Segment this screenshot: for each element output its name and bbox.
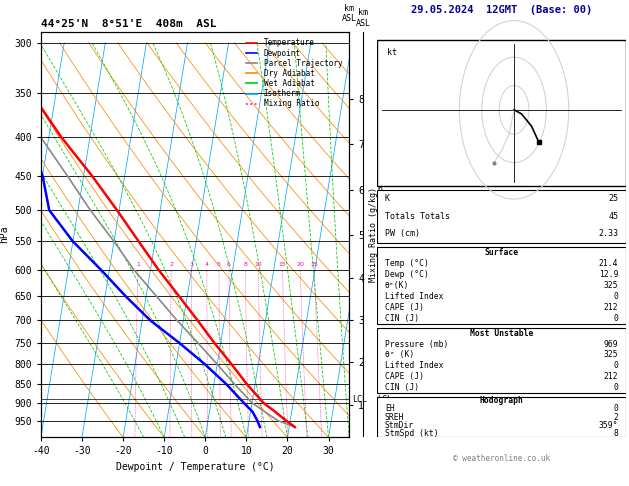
Text: 5: 5	[377, 231, 382, 240]
Bar	[377, 190, 626, 243]
Text: 325: 325	[604, 281, 618, 290]
Text: 2: 2	[613, 413, 618, 422]
Text: 15: 15	[279, 261, 286, 267]
Text: EH: EH	[385, 404, 394, 414]
Text: SREH: SREH	[385, 413, 404, 422]
Text: 359°: 359°	[599, 421, 618, 430]
Text: 21.4: 21.4	[599, 259, 618, 268]
Text: 0: 0	[613, 361, 618, 370]
Text: 212: 212	[604, 372, 618, 381]
Text: © weatheronline.co.uk: © weatheronline.co.uk	[453, 453, 550, 463]
Text: 1: 1	[377, 400, 382, 409]
Text: 8: 8	[613, 429, 618, 438]
Text: LCL: LCL	[352, 395, 367, 404]
Text: StmDir: StmDir	[385, 421, 414, 430]
Text: PW (cm): PW (cm)	[385, 229, 420, 238]
Text: 8: 8	[243, 261, 247, 267]
Text: km
ASL: km ASL	[356, 8, 370, 28]
Text: StmSpd (kt): StmSpd (kt)	[385, 429, 438, 438]
Text: CIN (J): CIN (J)	[385, 314, 419, 323]
Text: 0: 0	[613, 314, 618, 323]
Text: 45: 45	[608, 212, 618, 221]
Text: Lifted Index: Lifted Index	[385, 292, 443, 301]
Legend: Temperature, Dewpoint, Parcel Trajectory, Dry Adiabat, Wet Adiabat, Isotherm, Mi: Temperature, Dewpoint, Parcel Trajectory…	[243, 35, 345, 111]
Bar	[377, 247, 626, 324]
Text: Surface: Surface	[484, 248, 519, 257]
Text: 6: 6	[377, 185, 382, 194]
Text: 5: 5	[217, 261, 221, 267]
Text: 325: 325	[604, 350, 618, 359]
Text: CAPE (J): CAPE (J)	[385, 303, 424, 312]
Text: CIN (J): CIN (J)	[385, 383, 419, 392]
Text: 212: 212	[604, 303, 618, 312]
Text: 3: 3	[190, 261, 194, 267]
Text: kt: kt	[387, 48, 398, 57]
Text: 2: 2	[377, 358, 382, 367]
Text: CAPE (J): CAPE (J)	[385, 372, 424, 381]
Text: km
ASL: km ASL	[342, 4, 357, 23]
Y-axis label: hPa: hPa	[0, 226, 9, 243]
Bar	[377, 397, 626, 437]
Text: 4: 4	[205, 261, 209, 267]
Text: Most Unstable: Most Unstable	[470, 329, 533, 338]
Text: 8: 8	[377, 94, 382, 104]
Text: 0: 0	[613, 404, 618, 414]
Text: 10: 10	[254, 261, 262, 267]
Text: K: K	[385, 194, 390, 203]
Text: 6: 6	[227, 261, 231, 267]
Text: 3: 3	[377, 316, 382, 325]
Text: 1: 1	[136, 261, 140, 267]
Text: Temp (°C): Temp (°C)	[385, 259, 429, 268]
Text: Lifted Index: Lifted Index	[385, 361, 443, 370]
Text: 0: 0	[613, 292, 618, 301]
Bar	[377, 40, 626, 186]
Text: 7: 7	[377, 139, 382, 148]
Text: 12.9: 12.9	[599, 270, 618, 278]
Text: 44°25'N  8°51'E  408m  ASL: 44°25'N 8°51'E 408m ASL	[41, 19, 216, 30]
Text: Dewp (°C): Dewp (°C)	[385, 270, 429, 278]
Text: 29.05.2024  12GMT  (Base: 00): 29.05.2024 12GMT (Base: 00)	[411, 5, 593, 16]
Text: 25: 25	[608, 194, 618, 203]
Text: 2.33: 2.33	[598, 229, 618, 238]
Text: Totals Totals: Totals Totals	[385, 212, 450, 221]
X-axis label: Dewpoint / Temperature (°C): Dewpoint / Temperature (°C)	[116, 462, 274, 472]
Text: Hodograph: Hodograph	[480, 397, 523, 405]
Text: 2: 2	[169, 261, 173, 267]
Text: LCL: LCL	[377, 395, 392, 404]
Text: 4: 4	[377, 274, 382, 282]
Text: θᵉ (K): θᵉ (K)	[385, 350, 414, 359]
Bar	[377, 328, 626, 393]
Text: 0: 0	[613, 383, 618, 392]
Text: Pressure (mb): Pressure (mb)	[385, 340, 448, 348]
Text: Mixing Ratio (g/kg): Mixing Ratio (g/kg)	[369, 187, 377, 282]
Text: 969: 969	[604, 340, 618, 348]
Text: 20: 20	[296, 261, 304, 267]
Text: 25: 25	[310, 261, 318, 267]
Text: θᵉ(K): θᵉ(K)	[385, 281, 409, 290]
